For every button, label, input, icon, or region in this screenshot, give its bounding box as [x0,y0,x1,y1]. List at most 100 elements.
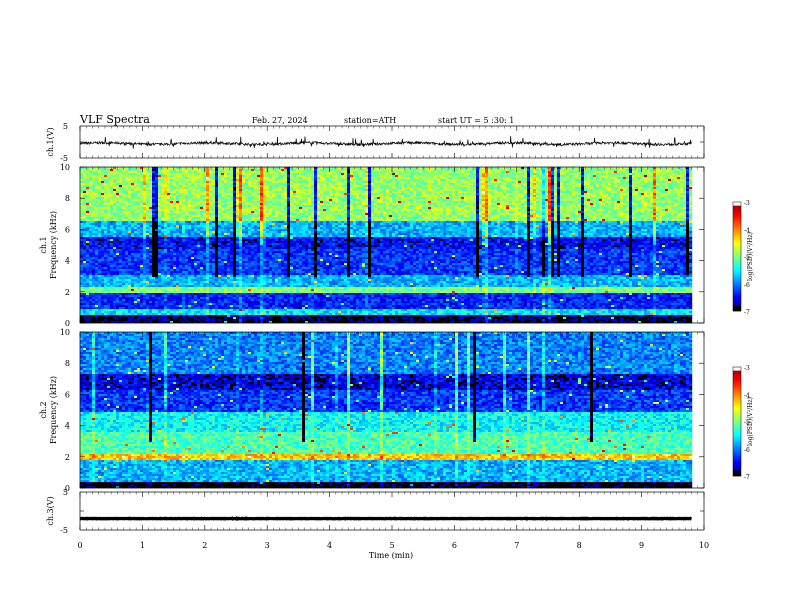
spectrogram-cell [164,247,167,249]
spectrogram-cell [92,279,95,281]
spectrogram-cell [230,317,233,319]
spectrogram-cell [140,191,143,193]
spectrogram-cell [239,223,242,225]
spectrogram-cell [143,245,146,247]
spectrogram-cell [155,181,158,183]
spectrogram-cell [257,241,260,243]
spectrogram-cell [170,295,173,297]
spectrogram-cell [257,285,260,287]
spectrogram-cell [224,271,227,273]
spectrogram-cell [140,171,143,173]
spectrogram-cell [152,225,155,227]
spectrogram-cell [194,247,197,249]
spectrogram-cell [209,243,212,245]
spectrogram-cell [251,305,254,307]
spectrogram-cell [137,237,140,239]
spectrogram-cell [218,217,221,219]
spectrogram-cell [200,277,203,279]
spectrogram-cell [110,181,113,183]
spectrogram-cell [158,185,161,187]
spectrogram-cell [254,271,257,273]
spectrogram-cell [230,171,233,173]
spectrogram-cell [107,225,110,227]
spectrogram-cell [200,175,203,177]
spectrogram-cell [260,177,263,179]
spectrogram-cell [83,211,86,213]
spectrogram-cell [242,201,245,203]
spectrogram-cell [248,293,251,295]
spectrogram-cell [101,297,104,299]
spectrogram-cell [89,267,92,269]
spectrogram-cell [224,301,227,303]
spectrogram-cell [230,233,233,235]
spectrogram-cell [209,291,212,293]
spectrogram-cell [131,201,134,203]
spectrogram-cell [242,209,245,211]
spectrogram-cell [248,249,251,251]
spectrogram-cell [125,187,128,189]
spectrogram-cell [167,219,170,221]
spectrogram-cell [131,171,134,173]
spectrogram-cell [260,303,263,305]
spectrogram-cell [158,307,161,309]
spectrogram-cell [230,291,233,293]
spectrogram-cell [212,229,215,231]
spectrogram-cell [101,227,104,229]
spectrogram-cell [179,269,182,271]
spectrogram-cell [83,175,86,177]
spectrogram-cell [125,207,128,209]
spectrogram-cell [218,179,221,181]
spectrogram-cell [89,293,92,295]
spectrogram-cell [257,243,260,245]
spectrogram-cell [236,241,239,243]
spectrogram-cell [215,229,218,231]
spectrogram-cell [167,217,170,219]
spectrogram-cell [170,273,173,275]
spectrogram-cell [200,303,203,305]
spectrogram-cell [185,269,188,271]
spectrogram-cell [104,193,107,195]
spectrogram-cell [89,201,92,203]
spectrogram-cell [182,297,185,299]
spectrogram-cell [260,221,263,223]
spectrogram-cell [158,187,161,189]
spectrogram-cell [263,195,266,197]
spectrogram-cell [137,191,140,193]
spectrogram-cell [122,253,125,255]
spectrogram-cell [242,269,245,271]
spectrogram-cell [170,269,173,271]
spectrogram-cell [95,227,98,229]
spectrogram-cell [176,287,179,289]
spectrogram-cell [191,225,194,227]
spectrogram-cell [113,189,116,191]
spectrogram-cell [251,177,254,179]
spectrogram-cell [227,265,230,267]
spectrogram-cell [221,259,224,261]
spectrogram-cell [203,215,206,217]
spectrogram-cell [203,255,206,257]
spectrogram-cell [236,199,239,201]
spectrogram-cell [92,217,95,219]
spectrogram-cell [128,195,131,197]
spectrogram-cell [86,247,89,249]
spectrogram-cell [209,307,212,309]
spectrogram-cell [251,219,254,221]
spectrogram-cell [80,233,83,235]
spectrogram-cell [224,201,227,203]
spectrogram-cell [146,283,149,285]
spectrogram-cell [125,199,128,201]
spectrogram-cell [146,273,149,275]
spectrogram-cell [128,307,131,309]
spectrogram-cell [113,263,116,265]
spectrogram-cell [161,193,164,195]
spectrogram-cell [218,275,221,277]
spectrogram-cell [218,233,221,235]
spectrogram-cell [215,301,218,303]
spectrogram-cell [110,257,113,259]
spectrogram-cell [176,263,179,265]
spectrogram-cell [218,257,221,259]
spectrogram-cell [194,187,197,189]
spectrogram-cell [164,189,167,191]
spectrogram-cell [239,247,242,249]
spectrogram-cell [197,285,200,287]
